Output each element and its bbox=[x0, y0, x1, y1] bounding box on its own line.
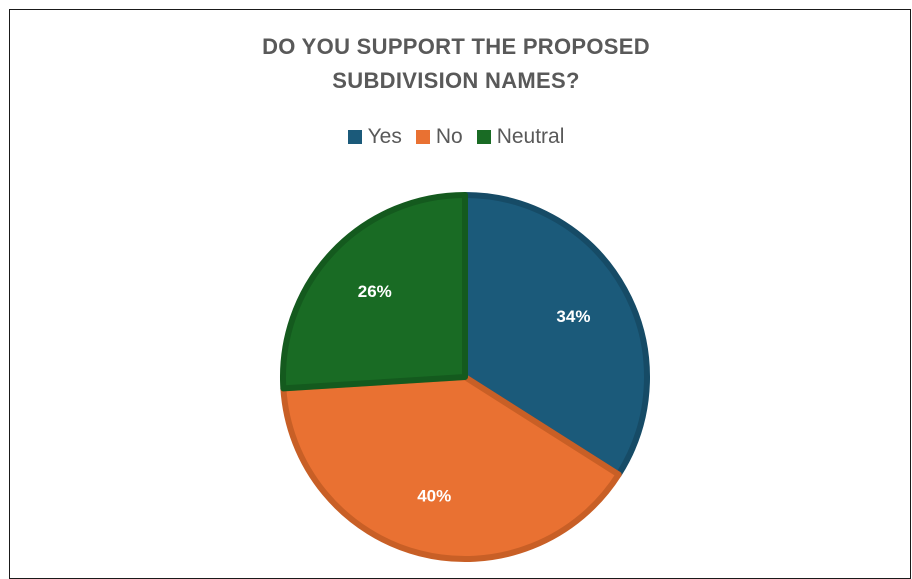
pie-slice-no bbox=[280, 374, 622, 562]
legend-label-yes: Yes bbox=[367, 125, 402, 148]
legend-swatch-yes bbox=[347, 130, 362, 144]
legend-item-neutral: Neutral bbox=[476, 125, 565, 149]
legend-label-neutral: Neutral bbox=[496, 125, 565, 148]
legend-item-yes: Yes bbox=[347, 125, 402, 149]
chart-title-line-2: SUBDIVISION NAMES? bbox=[332, 68, 580, 93]
legend-swatch-neutral bbox=[476, 130, 491, 144]
chart-legend: Yes No Neutral bbox=[0, 125, 912, 149]
legend-item-no: No bbox=[415, 125, 463, 149]
pie-label-neutral: 26% bbox=[358, 282, 392, 301]
chart-title-line-1: DO YOU SUPPORT THE PROPOSED bbox=[262, 34, 650, 59]
chart-title: DO YOU SUPPORT THE PROPOSED SUBDIVISION … bbox=[0, 30, 912, 98]
pie-slice-neutral bbox=[280, 192, 468, 392]
pie-label-yes: 34% bbox=[556, 307, 590, 326]
legend-swatch-no bbox=[415, 130, 430, 144]
pie-label-no: 40% bbox=[417, 486, 451, 505]
legend-label-no: No bbox=[435, 125, 463, 148]
